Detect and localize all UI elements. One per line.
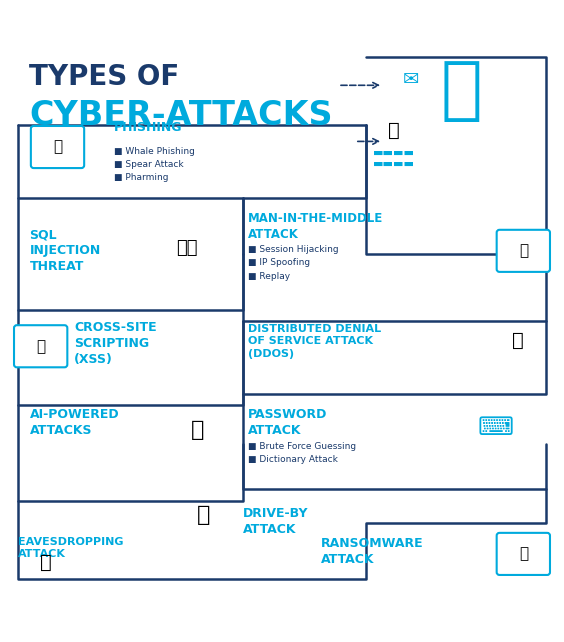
Text: 🖥️: 🖥️ <box>512 331 523 350</box>
Text: ■ Whale Phishing
■ Spear Attack
■ Pharming: ■ Whale Phishing ■ Spear Attack ■ Pharmi… <box>113 147 195 182</box>
Text: CYBER-ATTACKS: CYBER-ATTACKS <box>29 100 333 132</box>
Text: ■ Session Hijacking
■ IP Spoofing
■ Replay: ■ Session Hijacking ■ IP Spoofing ■ Repl… <box>248 245 339 281</box>
Text: DISTRIBUTED DENIAL
OF SERVICE ATTACK
(DDOS): DISTRIBUTED DENIAL OF SERVICE ATTACK (DD… <box>248 324 381 359</box>
Text: 🔐: 🔐 <box>519 546 528 561</box>
Text: 💀: 💀 <box>389 121 400 140</box>
Text: TYPES OF: TYPES OF <box>29 63 180 91</box>
FancyBboxPatch shape <box>497 533 550 575</box>
FancyBboxPatch shape <box>497 230 550 272</box>
Text: PHISHING: PHISHING <box>113 121 182 134</box>
Text: AI-POWERED
ATTACKS: AI-POWERED ATTACKS <box>29 408 119 437</box>
Text: CROSS-SITE
SCRIPTING
(XSS): CROSS-SITE SCRIPTING (XSS) <box>74 321 157 366</box>
Text: ■ Brute Force Guessing
■ Dictionary Attack: ■ Brute Force Guessing ■ Dictionary Atta… <box>248 442 356 464</box>
Text: DRIVE-BY
ATTACK: DRIVE-BY ATTACK <box>243 507 308 536</box>
Text: ▬▬▬▬
▬▬▬▬: ▬▬▬▬ ▬▬▬▬ <box>373 148 415 169</box>
Text: 🐛: 🐛 <box>36 339 45 354</box>
FancyBboxPatch shape <box>14 325 67 367</box>
Text: MAN-IN-THE-MIDDLE
ATTACK: MAN-IN-THE-MIDDLE ATTACK <box>248 212 384 241</box>
Text: ⌨: ⌨ <box>477 415 513 440</box>
Text: EAVESDROPPING
ATTACK: EAVESDROPPING ATTACK <box>18 537 124 559</box>
Text: 💾: 💾 <box>197 505 210 525</box>
Text: SQL
INJECTION
THREAT: SQL INJECTION THREAT <box>29 229 101 273</box>
Text: 🖥: 🖥 <box>519 243 528 258</box>
Text: RANSOMWARE
ATTACK: RANSOMWARE ATTACK <box>321 537 424 566</box>
Text: 🎧: 🎧 <box>41 553 52 572</box>
Text: PASSWORD
ATTACK: PASSWORD ATTACK <box>248 408 328 437</box>
Text: 🖥: 🖥 <box>53 139 62 155</box>
Text: 👾: 👾 <box>440 57 482 125</box>
Text: 🔑🛡: 🔑🛡 <box>176 239 197 257</box>
FancyBboxPatch shape <box>31 126 84 168</box>
Text: 🦠: 🦠 <box>191 421 205 440</box>
Text: ✉: ✉ <box>403 70 419 89</box>
